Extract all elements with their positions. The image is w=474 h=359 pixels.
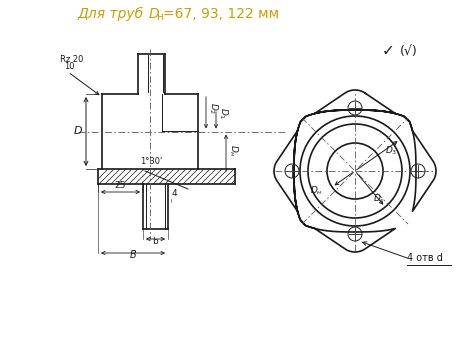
Text: $D_1$: $D_1$ <box>217 107 229 119</box>
Text: $D_2$: $D_2$ <box>207 102 219 114</box>
Text: D: D <box>73 126 82 136</box>
Text: Rz 20: Rz 20 <box>60 55 83 64</box>
Text: $D_3$: $D_3$ <box>385 145 397 157</box>
Text: ✓: ✓ <box>382 43 394 59</box>
Text: b: b <box>153 237 158 246</box>
Text: $D_н$: $D_н$ <box>310 185 323 197</box>
Text: $D_н$: $D_н$ <box>227 144 239 157</box>
Text: 10: 10 <box>64 62 74 71</box>
Text: $\mathit{D}$: $\mathit{D}$ <box>148 7 160 21</box>
Text: 25: 25 <box>115 181 126 190</box>
Text: $D_c$: $D_c$ <box>373 193 385 205</box>
Text: 4 отв d: 4 отв d <box>407 253 443 263</box>
Text: Для труб: Для труб <box>78 7 148 21</box>
Text: 1°30': 1°30' <box>140 157 162 166</box>
Text: =67, 93, 122 мм: =67, 93, 122 мм <box>163 7 279 21</box>
Text: н: н <box>157 12 164 22</box>
Text: (√): (√) <box>400 45 418 57</box>
Text: B: B <box>129 250 137 260</box>
Text: 4: 4 <box>172 190 178 199</box>
